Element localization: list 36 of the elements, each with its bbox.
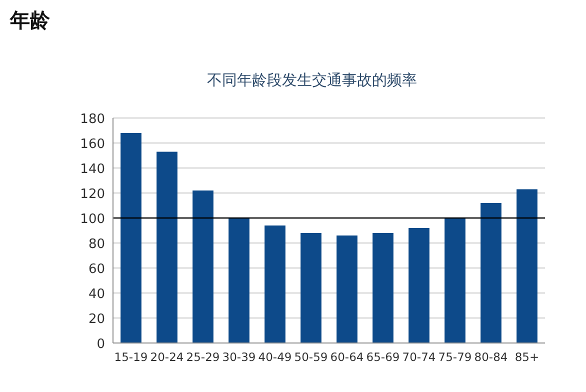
bar xyxy=(516,189,538,343)
x-tick-label: 75-79 xyxy=(438,350,472,364)
y-tick-label: 0 xyxy=(96,337,105,352)
bar xyxy=(444,218,466,343)
y-tick-label: 40 xyxy=(88,287,105,302)
y-tick-label: 160 xyxy=(80,137,105,152)
y-tick-label: 100 xyxy=(80,212,105,227)
y-tick-label: 140 xyxy=(80,162,105,177)
x-tick-label: 85+ xyxy=(514,350,540,364)
chart-title: 年龄 xyxy=(9,8,51,32)
y-tick-label: 20 xyxy=(88,312,105,327)
x-tick-label: 40-49 xyxy=(258,350,292,364)
bar xyxy=(372,233,394,343)
bar xyxy=(156,152,178,343)
bar xyxy=(300,233,322,343)
y-tick-label: 180 xyxy=(80,112,105,127)
y-tick-label: 120 xyxy=(80,187,105,202)
y-tick-label: 60 xyxy=(88,262,105,277)
x-tick-label: 50-59 xyxy=(294,350,328,364)
x-tick-label: 60-64 xyxy=(330,350,364,364)
chart-subtitle: 不同年龄段发生交通事故的频率 xyxy=(207,71,417,89)
x-tick-label: 25-29 xyxy=(186,350,220,364)
x-tick-label: 15-19 xyxy=(114,350,148,364)
x-tick-label: 80-84 xyxy=(474,350,508,364)
x-tick-label: 30-39 xyxy=(222,350,256,364)
bar xyxy=(408,228,430,343)
bar xyxy=(264,226,286,343)
x-tick-label: 65-69 xyxy=(366,350,400,364)
bar xyxy=(480,203,502,343)
bar xyxy=(120,133,142,343)
x-tick-label: 70-74 xyxy=(402,350,436,364)
bar xyxy=(228,218,250,343)
bar xyxy=(336,236,358,343)
bar xyxy=(192,190,214,343)
y-tick-label: 80 xyxy=(88,237,105,252)
x-tick-label: 20-24 xyxy=(150,350,184,364)
